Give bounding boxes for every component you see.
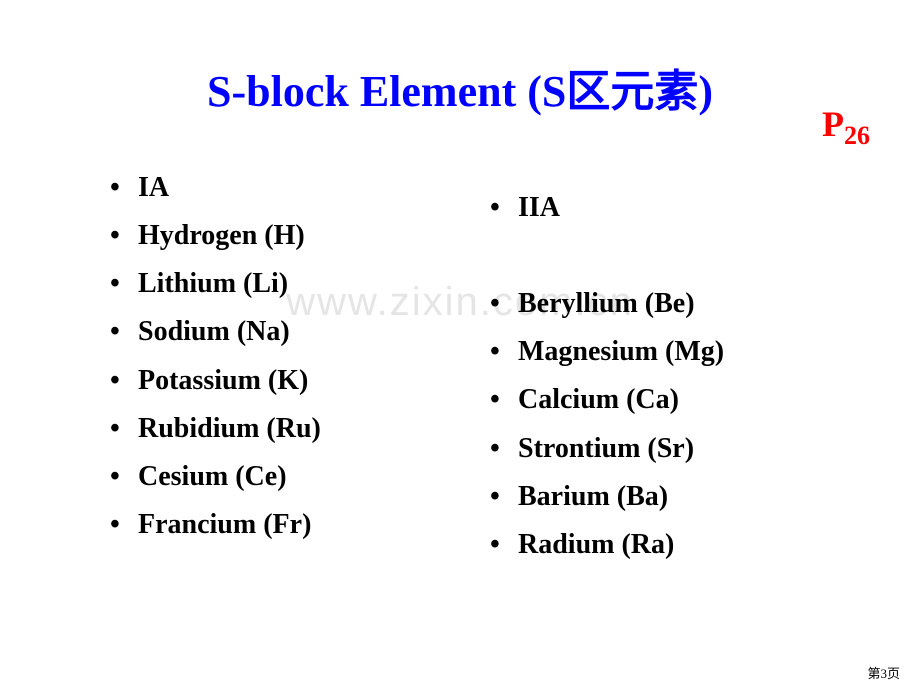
page-ref-number: 26 bbox=[844, 121, 870, 150]
columns-container: IA Hydrogen (H) Lithium (Li) Sodium (Na)… bbox=[0, 164, 920, 569]
list-group-iia: IIA bbox=[490, 184, 850, 232]
list-item: IA bbox=[110, 164, 480, 212]
list-item: Sodium (Na) bbox=[110, 308, 480, 356]
page-number: 第3页 bbox=[867, 663, 900, 682]
list-item: Potassium (K) bbox=[110, 357, 480, 405]
list-header: IIA bbox=[490, 184, 850, 232]
column-right: IIA Beryllium (Be) Magnesium (Mg) Calciu… bbox=[480, 164, 850, 569]
content-layer: P26 S-block Element (S区元素) IA Hydrogen (… bbox=[0, 55, 920, 569]
list-group-ia: IA Hydrogen (H) Lithium (Li) Sodium (Na)… bbox=[110, 164, 480, 549]
list-item: Beryllium (Be) bbox=[490, 280, 850, 328]
list-item: Strontium (Sr) bbox=[490, 425, 850, 473]
list-item: Francium (Fr) bbox=[110, 501, 480, 549]
list-item: Radium (Ra) bbox=[490, 521, 850, 569]
list-item: Magnesium (Mg) bbox=[490, 328, 850, 376]
list-item: Barium (Ba) bbox=[490, 473, 850, 521]
spacer bbox=[490, 232, 850, 280]
column-left: IA Hydrogen (H) Lithium (Li) Sodium (Na)… bbox=[110, 164, 480, 569]
list-item: Lithium (Li) bbox=[110, 260, 480, 308]
list-item: Calcium (Ca) bbox=[490, 376, 850, 424]
slide-container: www.zixin.com.cn P26 S-block Element (S区… bbox=[0, 0, 920, 690]
list-group-iia-items: Beryllium (Be) Magnesium (Mg) Calcium (C… bbox=[490, 280, 850, 569]
page-ref-prefix: P bbox=[822, 104, 844, 144]
list-item: Hydrogen (H) bbox=[110, 212, 480, 260]
list-item: Cesium (Ce) bbox=[110, 453, 480, 501]
list-item: Rubidium (Ru) bbox=[110, 405, 480, 453]
slide-title: S-block Element (S区元素) bbox=[0, 55, 920, 119]
page-reference: P26 bbox=[822, 103, 870, 151]
